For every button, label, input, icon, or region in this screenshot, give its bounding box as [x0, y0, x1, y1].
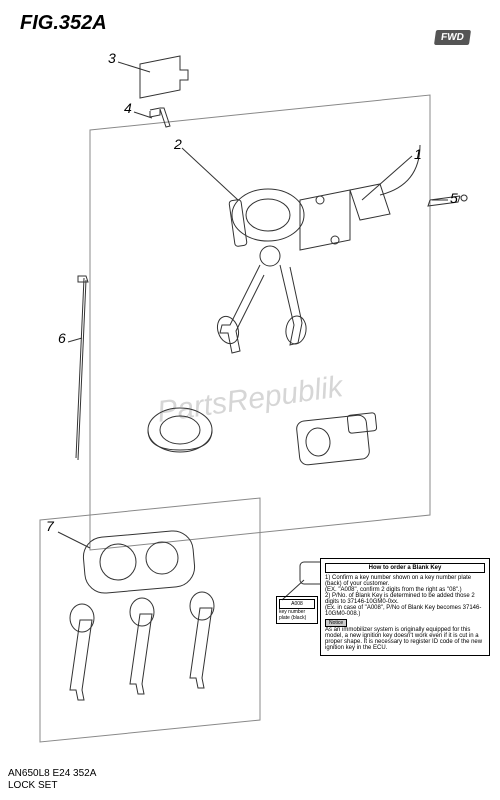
info-step1: 1) Confirm a key number shown on a key n…: [325, 575, 485, 587]
info-box: How to order a Blank Key 1) Confirm a ke…: [320, 558, 490, 656]
notice-badge: Notice: [325, 619, 347, 627]
caption-line1: AN650L8 E24 352A: [8, 768, 96, 780]
notice-text: As an immobilizer system is originally e…: [325, 627, 485, 651]
keytag-text: key number plate (black): [279, 609, 315, 621]
callout-3: 3: [108, 50, 116, 66]
diagram-svg: [0, 0, 500, 800]
caption-line2: LOCK SET: [8, 780, 96, 792]
callout-6: 6: [58, 330, 66, 346]
info-step2b: (Ex. in case of "A008", P/No of Blank Ke…: [325, 605, 485, 617]
info-header: How to order a Blank Key: [325, 563, 485, 573]
info-step2: 2) P/No. of Blank Key is determined to b…: [325, 593, 485, 605]
callout-4: 4: [124, 100, 132, 116]
callout-2: 2: [174, 136, 182, 152]
keytag-label: A008 key number plate (black): [276, 596, 318, 624]
keytag-code: A008: [279, 599, 315, 609]
callout-7: 7: [46, 518, 54, 534]
callout-1: 1: [414, 146, 422, 162]
callout-5: 5: [450, 190, 458, 206]
figure-caption: AN650L8 E24 352A LOCK SET: [8, 768, 96, 792]
